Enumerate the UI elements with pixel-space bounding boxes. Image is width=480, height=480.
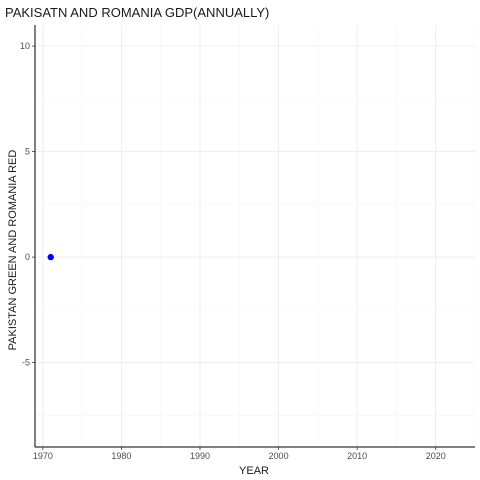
chart-title: PAKISATN AND ROMANIA GDP(ANNUALLY) bbox=[5, 5, 269, 20]
y-axis-ticks: -5 0 5 10 bbox=[20, 41, 35, 368]
y-axis-label: PAKISTAN GREEN AND ROMANIA RED bbox=[7, 150, 19, 351]
y-tick-label: 10 bbox=[20, 41, 30, 51]
y-tick-label: -5 bbox=[22, 358, 30, 368]
x-tick-label: 2000 bbox=[269, 451, 289, 461]
x-axis-ticks: 1970 1980 1990 2000 2010 2020 bbox=[33, 447, 446, 461]
x-axis-label: YEAR bbox=[239, 465, 269, 477]
y-tick-label: 5 bbox=[25, 147, 30, 157]
grid bbox=[35, 25, 476, 447]
data-point bbox=[47, 253, 54, 261]
x-tick-label: 2020 bbox=[426, 451, 446, 461]
x-tick-label: 1970 bbox=[33, 451, 53, 461]
x-tick-label: 1990 bbox=[190, 451, 210, 461]
x-tick-label: 2010 bbox=[347, 451, 367, 461]
x-tick-label: 1980 bbox=[111, 451, 131, 461]
data-points bbox=[47, 253, 54, 261]
y-tick-label: 0 bbox=[25, 252, 30, 262]
axes bbox=[34, 25, 475, 448]
